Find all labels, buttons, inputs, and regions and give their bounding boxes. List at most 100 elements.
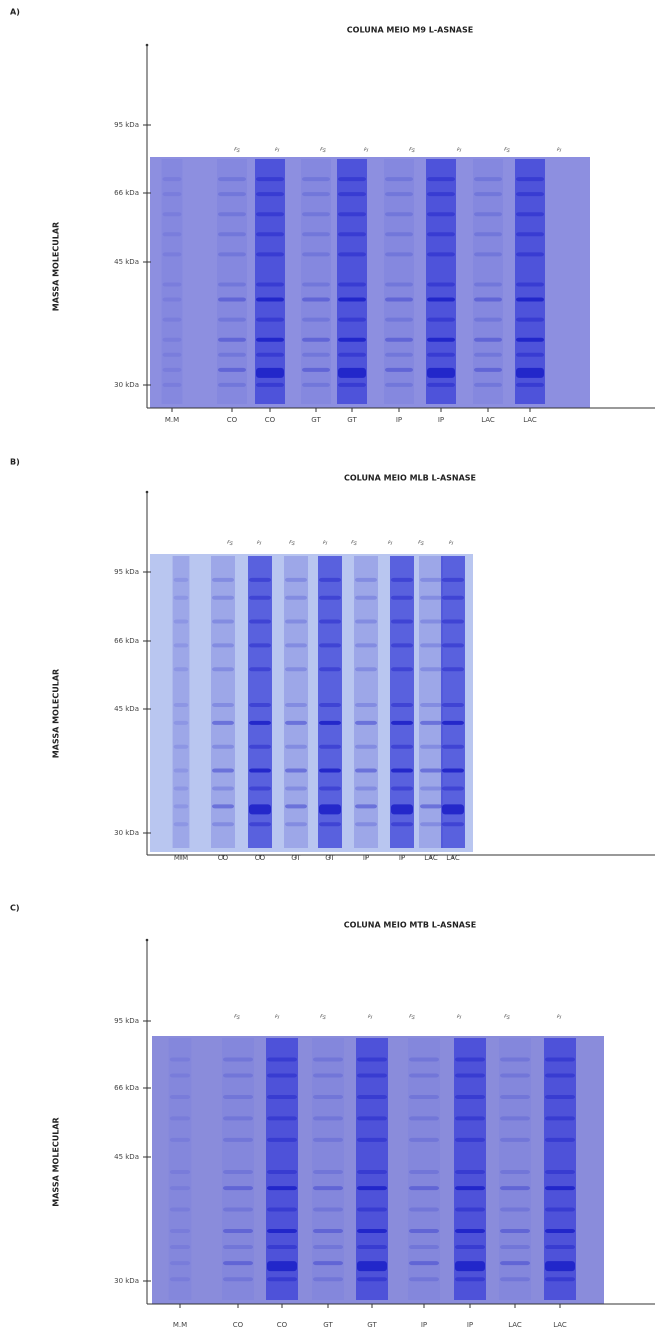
gel-band bbox=[545, 1057, 575, 1062]
gel-band bbox=[391, 786, 413, 791]
gel-band bbox=[256, 177, 284, 182]
gel-band bbox=[516, 317, 544, 322]
gel-band bbox=[474, 367, 502, 372]
gel-band bbox=[357, 1137, 387, 1142]
gel-band bbox=[256, 232, 284, 237]
gel-band bbox=[218, 232, 246, 237]
gel-band bbox=[218, 192, 246, 197]
lane-top-label: FI bbox=[363, 147, 369, 154]
gel-lane bbox=[419, 556, 443, 848]
gel-band bbox=[355, 619, 377, 624]
gel-lane bbox=[266, 1038, 298, 1300]
gel-lane bbox=[515, 159, 545, 404]
gel-band bbox=[391, 703, 413, 707]
gel-band bbox=[455, 1228, 485, 1233]
gel-band bbox=[357, 1170, 387, 1174]
gel-lane bbox=[284, 556, 308, 848]
gel-band bbox=[162, 212, 182, 217]
gel-lane bbox=[384, 159, 414, 404]
gel-band bbox=[420, 822, 442, 827]
gel-lane bbox=[473, 159, 503, 404]
gel-band bbox=[169, 1116, 191, 1121]
gel-band bbox=[302, 297, 330, 302]
lane-label: LAC bbox=[424, 854, 438, 862]
gel-band bbox=[162, 297, 182, 302]
gel-band bbox=[223, 1277, 253, 1282]
panel-label: A) bbox=[10, 8, 20, 17]
gel-band bbox=[338, 232, 366, 237]
gel-band bbox=[267, 1170, 297, 1174]
gel-band bbox=[256, 317, 284, 322]
gel-band bbox=[302, 317, 330, 322]
gel-band bbox=[162, 282, 182, 287]
gel-band bbox=[267, 1207, 297, 1212]
gel-band bbox=[285, 703, 307, 707]
y-axis-label: MASSA MOLECULAR bbox=[52, 1117, 61, 1206]
y-tick-label: 95 kDa bbox=[114, 121, 139, 129]
gel-band bbox=[249, 720, 271, 725]
gel-band bbox=[500, 1245, 530, 1250]
gel-band bbox=[409, 1137, 439, 1142]
gel-band bbox=[455, 1261, 485, 1272]
gel-band bbox=[302, 252, 330, 257]
gel-band bbox=[545, 1186, 575, 1191]
lane-label: GT bbox=[367, 1321, 377, 1329]
gel-band bbox=[319, 822, 341, 827]
gel-band bbox=[442, 744, 464, 749]
gel-band bbox=[173, 595, 189, 600]
gel-band bbox=[500, 1228, 530, 1233]
gel-band bbox=[409, 1277, 439, 1282]
lane-label: CO bbox=[255, 854, 266, 862]
gel-band bbox=[455, 1137, 485, 1142]
y-tick-label: 30 kDa bbox=[114, 381, 139, 389]
gel-band bbox=[249, 577, 271, 582]
y-tick-label: 66 kDa bbox=[114, 637, 139, 645]
gel-band bbox=[256, 367, 284, 378]
lane-top-label: FI bbox=[322, 540, 328, 547]
gel-band bbox=[442, 703, 464, 707]
gel-band bbox=[212, 619, 234, 624]
gel-lane bbox=[426, 159, 456, 404]
gel-band bbox=[409, 1057, 439, 1062]
gel-band bbox=[338, 352, 366, 357]
gel-band bbox=[256, 252, 284, 257]
gel-band bbox=[474, 317, 502, 322]
gel-band bbox=[173, 577, 189, 582]
gel-band bbox=[249, 744, 271, 749]
gel-band bbox=[385, 252, 413, 257]
gel-band bbox=[169, 1170, 191, 1174]
lane-label: IP bbox=[363, 854, 369, 862]
gel-band bbox=[267, 1186, 297, 1191]
gel-band bbox=[249, 595, 271, 600]
gel-band bbox=[256, 382, 284, 387]
lane-top-label: FS bbox=[319, 1014, 327, 1022]
gel-band bbox=[162, 317, 182, 322]
gel-band bbox=[455, 1277, 485, 1282]
lane-top-label: FS bbox=[288, 540, 296, 548]
gel-band bbox=[162, 337, 182, 342]
gel-band bbox=[338, 177, 366, 182]
gel-lane bbox=[337, 159, 367, 404]
gel-lane bbox=[168, 1038, 192, 1300]
gel-band bbox=[409, 1170, 439, 1174]
gel-band bbox=[173, 744, 189, 749]
gel-band bbox=[173, 619, 189, 624]
gel-band bbox=[162, 367, 182, 372]
panel-label: C) bbox=[10, 904, 20, 913]
gel-band bbox=[256, 297, 284, 302]
gel-band bbox=[267, 1277, 297, 1282]
gel-band bbox=[427, 212, 455, 217]
gel-band bbox=[218, 352, 246, 357]
lane-label: LAC bbox=[508, 1321, 522, 1329]
gel-band bbox=[285, 667, 307, 672]
gel-band bbox=[545, 1073, 575, 1078]
gel-band bbox=[420, 768, 442, 773]
gel-band bbox=[427, 382, 455, 387]
y-tick-label: 95 kDa bbox=[114, 568, 139, 576]
y-tick-label: 45 kDa bbox=[114, 258, 139, 266]
lane-label: IP bbox=[396, 416, 402, 424]
gel-band bbox=[455, 1170, 485, 1174]
gel-band bbox=[355, 786, 377, 791]
gel-band bbox=[285, 822, 307, 827]
